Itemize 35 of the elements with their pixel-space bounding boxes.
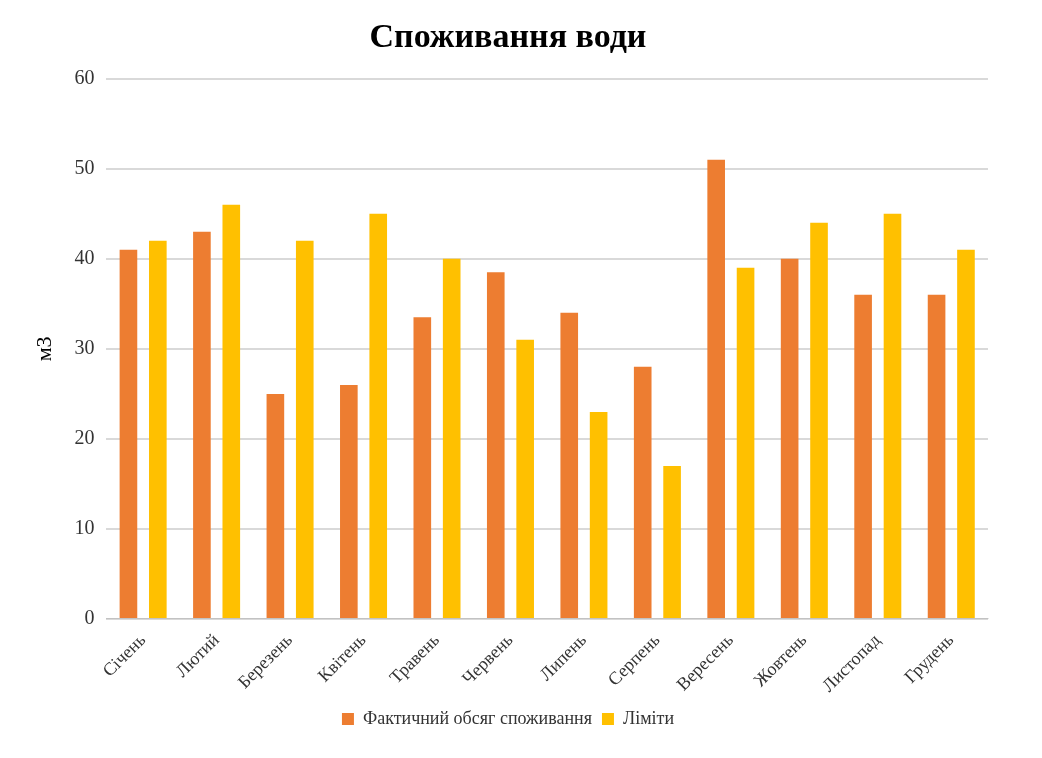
bar <box>266 393 285 618</box>
y-tick-label: 60 <box>74 66 95 89</box>
bar <box>222 204 241 618</box>
y-tick-label: 20 <box>74 426 95 449</box>
bar <box>736 267 755 618</box>
y-tick-label: 10 <box>74 516 95 539</box>
bar <box>854 294 872 618</box>
bar <box>340 384 358 618</box>
y-tick-label: 50 <box>74 156 95 179</box>
bar <box>957 249 975 618</box>
bar <box>633 366 652 618</box>
bar <box>486 272 505 618</box>
bar <box>707 159 725 618</box>
bar <box>560 312 579 618</box>
bar <box>810 222 828 618</box>
legend-label: Ліміти <box>622 707 675 728</box>
bar <box>883 213 902 618</box>
y-tick-label: 30 <box>74 336 95 359</box>
y-axis-title: м3 <box>30 336 56 362</box>
bar <box>295 240 314 618</box>
y-tick-label: 0 <box>84 606 95 629</box>
bar <box>369 213 388 618</box>
bar <box>927 294 946 618</box>
y-tick-label: 40 <box>74 246 95 269</box>
bar <box>663 465 681 618</box>
bar <box>149 240 167 618</box>
bar <box>589 411 608 618</box>
legend-label: Фактичний обсяг споживання <box>362 707 592 728</box>
bar <box>442 258 461 618</box>
bar <box>516 339 534 618</box>
bar <box>119 249 138 618</box>
bar <box>193 231 211 618</box>
bar <box>780 258 799 618</box>
bar <box>413 317 432 618</box>
chart-title: Споживання води <box>369 17 647 55</box>
